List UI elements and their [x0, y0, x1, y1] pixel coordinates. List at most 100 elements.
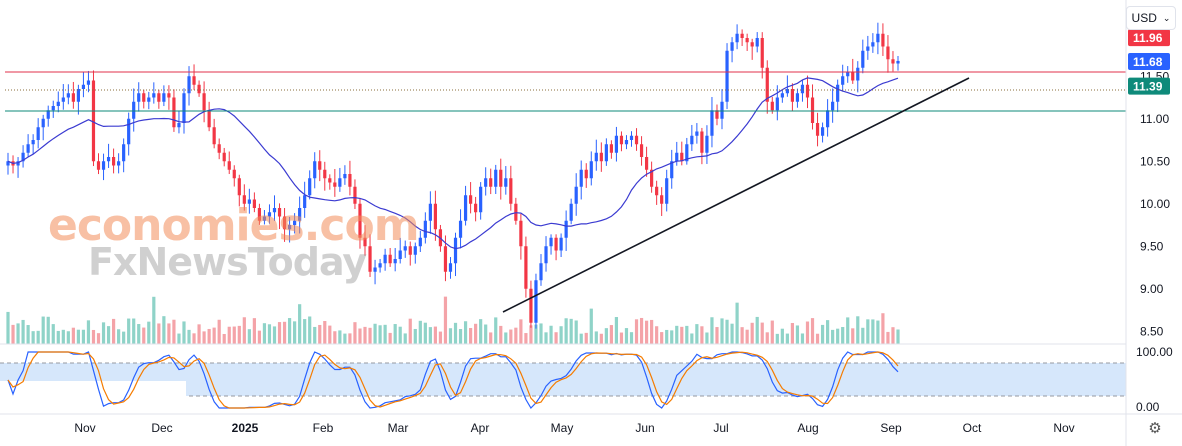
- volume-bar: [549, 325, 553, 344]
- candle-body: [117, 161, 121, 166]
- time-tick-label: 2025: [232, 421, 259, 435]
- candle-body: [499, 169, 503, 187]
- candle-body: [685, 144, 689, 162]
- stochastic-k-line: [7, 351, 899, 409]
- candle-body: [735, 33, 739, 43]
- volume-bar: [267, 324, 272, 344]
- candle-body: [800, 84, 805, 94]
- candle-body: [222, 152, 226, 162]
- candle-body: [720, 101, 724, 119]
- volume-bar: [61, 329, 65, 344]
- candle-body: [393, 259, 397, 264]
- volume-bars: [6, 296, 900, 344]
- volume-bar: [544, 332, 548, 344]
- volume-bar: [720, 318, 724, 344]
- candle-body: [177, 123, 181, 128]
- volume-bar: [896, 329, 900, 344]
- candle-body: [96, 161, 101, 170]
- candle-body: [328, 178, 332, 183]
- candle-body: [187, 76, 191, 94]
- volume-bar: [393, 324, 397, 344]
- candle-body: [333, 182, 337, 187]
- candle-body: [851, 72, 855, 81]
- volume-bar: [172, 319, 176, 344]
- volume-bar: [479, 319, 483, 344]
- volume-bar: [474, 323, 478, 344]
- volume-bar: [71, 327, 75, 344]
- candle-body: [277, 208, 282, 217]
- volume-bar: [780, 328, 784, 344]
- volume-bar: [187, 329, 191, 344]
- candle-body: [831, 101, 835, 111]
- volume-bar: [886, 331, 890, 344]
- volume-bar: [624, 328, 629, 344]
- candle-body: [826, 110, 830, 128]
- candle-body: [871, 42, 875, 47]
- candle-body: [599, 152, 603, 162]
- volume-bar: [207, 328, 211, 344]
- volume-bar: [805, 321, 810, 344]
- candle-body: [760, 38, 764, 68]
- candle-body: [36, 127, 40, 140]
- volume-bar: [287, 318, 292, 344]
- volume-bar: [217, 319, 221, 344]
- candle-body: [750, 42, 754, 47]
- volume-bar: [599, 333, 603, 344]
- volume-bar: [559, 326, 563, 344]
- volume-bar: [634, 319, 639, 344]
- volume-bar: [157, 323, 161, 344]
- volume-bar: [31, 331, 35, 344]
- candle-body: [856, 67, 860, 81]
- candle-body: [876, 33, 880, 43]
- candle-body: [403, 246, 407, 251]
- volume-bar: [509, 329, 513, 344]
- candle-body: [448, 263, 453, 272]
- candle-body: [443, 246, 448, 272]
- chevron-down-icon: ⌄: [1162, 12, 1171, 23]
- currency-button[interactable]: USD ⌄: [1126, 6, 1176, 30]
- price-tick-label: 8.50: [1140, 324, 1164, 338]
- candle-body: [655, 186, 659, 196]
- candle-body: [453, 237, 458, 264]
- volume-bar: [564, 318, 568, 344]
- ascending-trendline[interactable]: [502, 77, 970, 313]
- candle-body: [303, 195, 307, 208]
- volume-bar: [705, 332, 709, 344]
- volume-bar: [639, 317, 644, 344]
- volume-bar: [36, 330, 40, 344]
- volume-bar: [609, 325, 613, 344]
- candle-body: [433, 203, 438, 230]
- candle-body: [896, 60, 900, 64]
- candle-body: [755, 38, 759, 47]
- volume-bar: [132, 318, 136, 344]
- candle-body: [26, 144, 30, 153]
- time-axis[interactable]: Nov Dec 2025 Feb Mar Apr May Jun Jul Aug Sep Oct Nov: [74, 421, 1074, 435]
- candle-body: [293, 220, 297, 225]
- volume-bar: [519, 319, 523, 344]
- candle-body: [418, 237, 422, 247]
- gear-icon[interactable]: ⚙: [1148, 420, 1162, 437]
- candle-body: [313, 161, 317, 179]
- volume-bar: [313, 326, 317, 344]
- volume-bar: [56, 330, 60, 344]
- volume-bar: [810, 318, 815, 344]
- volume-bar: [418, 320, 422, 344]
- candle-body: [770, 101, 774, 111]
- volume-bar: [343, 333, 347, 344]
- volume-bar: [660, 332, 664, 344]
- volume-bar: [745, 329, 749, 344]
- candle-body: [815, 123, 820, 136]
- candle-body: [544, 246, 548, 264]
- volume-bar: [846, 317, 850, 344]
- volume-bar: [524, 333, 528, 344]
- candle-body: [479, 186, 483, 213]
- candle-body: [167, 93, 171, 98]
- volume-bar: [494, 317, 498, 344]
- candle-body: [670, 161, 674, 179]
- candle-body: [282, 216, 287, 230]
- time-tick-label: Nov: [1053, 421, 1074, 435]
- candle-body: [775, 97, 779, 111]
- volume-bar: [685, 325, 689, 344]
